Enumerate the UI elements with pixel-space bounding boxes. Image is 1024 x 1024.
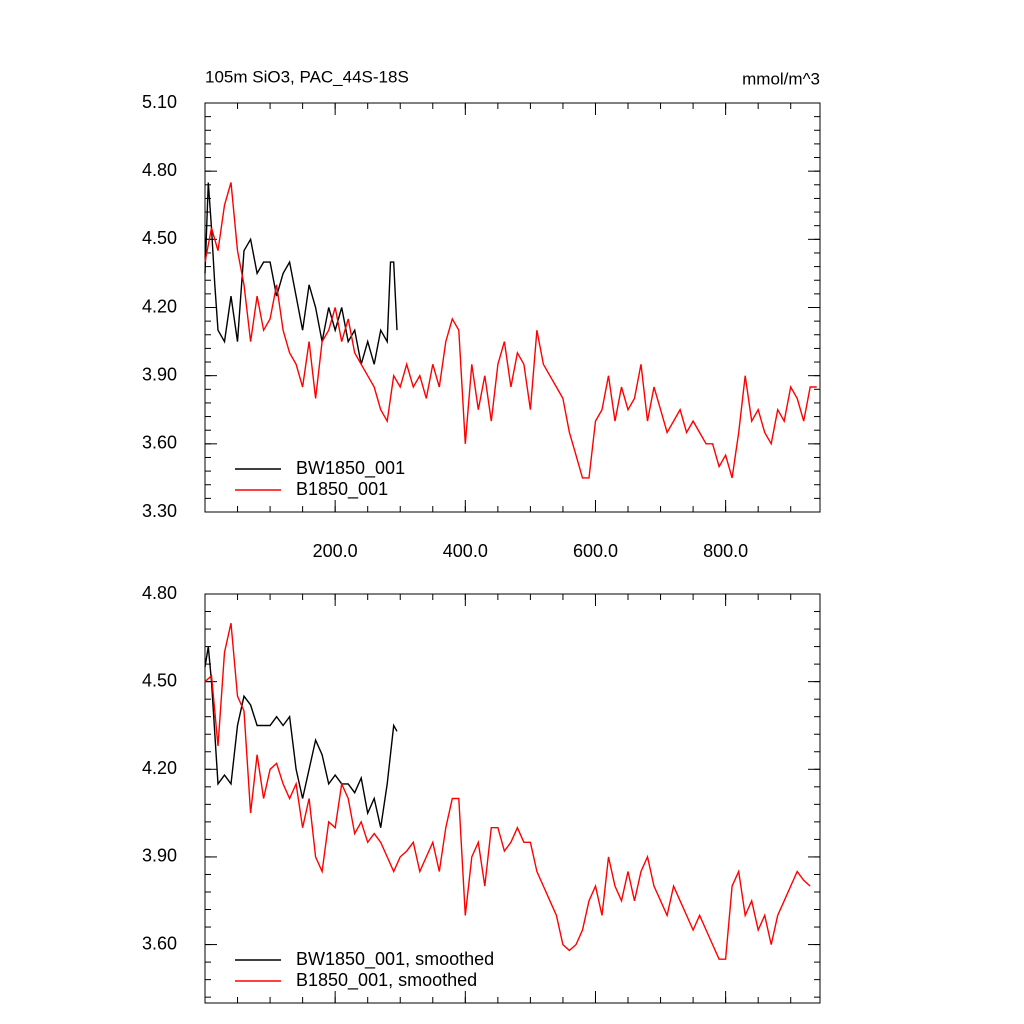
y-tick-label: 4.20 xyxy=(142,296,177,316)
y-tick-label: 5.10 xyxy=(142,92,177,112)
y-tick-label: 3.60 xyxy=(142,933,177,953)
series-line xyxy=(204,646,398,828)
y-tick-label: 3.60 xyxy=(142,433,177,453)
y-tick-label: 3.90 xyxy=(142,846,177,866)
chart-title: 105m SiO3, PAC_44S-18S xyxy=(205,67,409,86)
y-tick-label: 3.90 xyxy=(142,364,177,384)
legend-label: B1850_001, smoothed xyxy=(296,970,477,991)
y-tick-label: 4.20 xyxy=(142,758,177,778)
x-tick-label: 400.0 xyxy=(443,541,488,561)
legend-label: B1850_001 xyxy=(296,479,388,500)
x-tick-label: 800.0 xyxy=(703,541,748,561)
legend-label: BW1850_001, smoothed xyxy=(296,949,494,970)
series-line xyxy=(204,623,811,960)
x-tick-label: 200.0 xyxy=(313,541,358,561)
y-tick-label: 4.80 xyxy=(142,160,177,180)
series-line xyxy=(204,182,817,479)
y-tick-label: 4.80 xyxy=(142,583,177,603)
y-tick-label: 4.50 xyxy=(142,670,177,690)
plot-frame xyxy=(204,593,821,1004)
units-label: mmol/m^3 xyxy=(742,69,820,88)
plot-frame xyxy=(204,102,821,513)
y-tick-label: 3.30 xyxy=(142,501,177,521)
y-tick-label: 4.50 xyxy=(142,228,177,248)
legend-label: BW1850_001 xyxy=(296,458,405,479)
x-tick-label: 600.0 xyxy=(573,541,618,561)
series-line xyxy=(204,182,398,365)
